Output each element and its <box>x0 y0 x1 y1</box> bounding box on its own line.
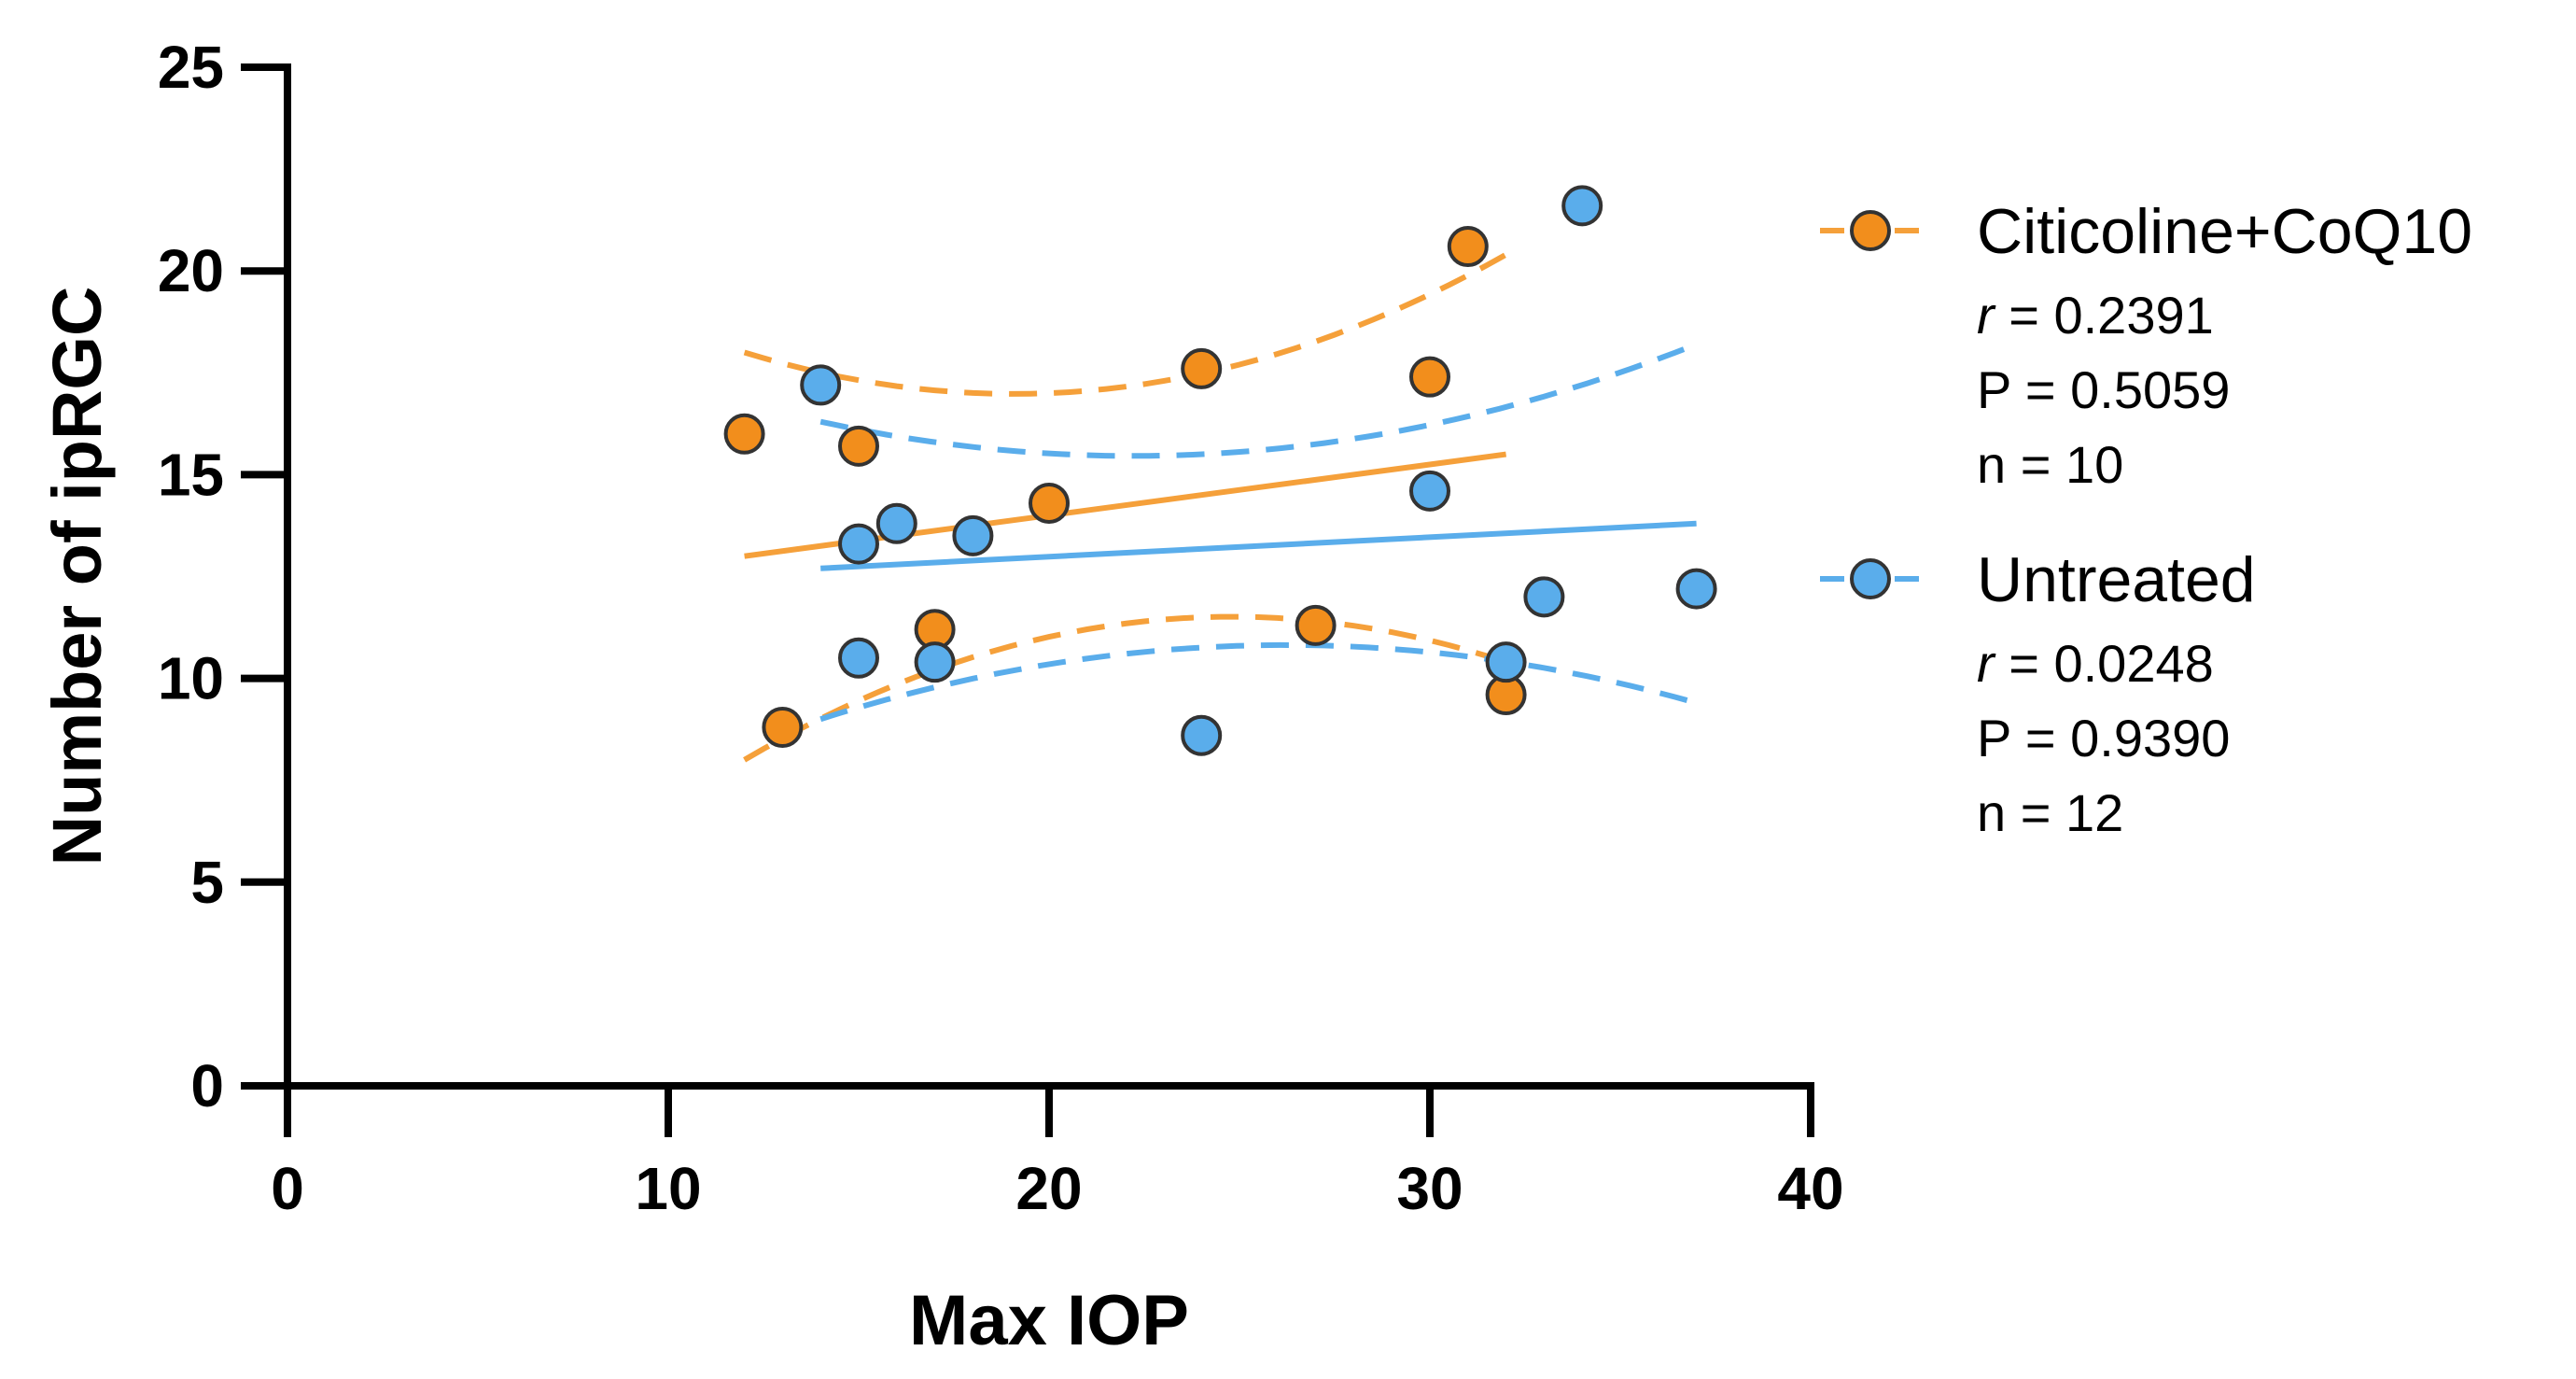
plot-area <box>723 185 1717 763</box>
data-point <box>914 641 956 683</box>
x-axis-title: Max IOP <box>909 1281 1189 1360</box>
series-citicoline-coq10 <box>743 252 1508 763</box>
legend-stat-r: r = 0.2391 <box>1977 286 2214 345</box>
y-tick-label: 25 <box>158 34 224 101</box>
data-point <box>1181 714 1223 756</box>
data-point <box>1409 356 1450 398</box>
legend-stat-n: n = 12 <box>1977 783 2123 842</box>
y-tick-label: 20 <box>158 237 224 304</box>
data-point <box>800 364 842 406</box>
data-point <box>952 514 994 556</box>
data-point <box>838 637 879 679</box>
x-tick-label: 0 <box>271 1155 304 1222</box>
data-point <box>1295 604 1337 646</box>
y-tick-label: 15 <box>158 441 224 508</box>
ci-upper-band <box>819 342 1698 459</box>
legend-stat-r-symbol: r <box>1977 286 1996 345</box>
data-point <box>838 425 879 467</box>
data-point <box>875 502 917 544</box>
regression-line <box>820 520 1697 571</box>
y-tick-label: 5 <box>190 849 224 916</box>
legend: Citicoline+CoQ10 r = 0.2391 P = 0.5059 n = … <box>1820 196 2472 842</box>
ci-lower-band <box>819 641 1698 723</box>
legend-entry-citicoline-coq10: Citicoline+CoQ10 r = 0.2391 P = 0.5059 n = … <box>1820 196 2472 494</box>
legend-stat-r-value: = 0.0248 <box>1995 634 2214 693</box>
legend-entry-untreated: Untreated r = 0.0248 P = 0.9390 n = 12 <box>1820 544 2256 842</box>
ticks: 0 10 20 30 40 0 5 10 15 20 25 <box>158 34 1844 1222</box>
x-tick-label: 40 <box>1777 1155 1843 1222</box>
legend-stat-p: P = 0.5059 <box>1977 360 2230 419</box>
y-axis-title: Number of ipRGC <box>38 287 116 866</box>
data-point <box>838 523 879 565</box>
x-tick-label: 20 <box>1015 1155 1082 1222</box>
y-tick-label: 0 <box>190 1052 224 1119</box>
legend-label: Citicoline+CoQ10 <box>1977 196 2472 267</box>
y-tick-label: 10 <box>158 645 224 712</box>
data-point <box>762 706 804 748</box>
legend-marker <box>1850 558 1891 599</box>
data-point <box>1561 185 1603 227</box>
ci-upper-band <box>743 252 1508 397</box>
data-point <box>1181 347 1223 389</box>
x-tick-label: 10 <box>635 1155 701 1222</box>
data-point <box>1523 576 1565 618</box>
legend-marker <box>1850 210 1891 251</box>
x-tick-label: 30 <box>1396 1155 1463 1222</box>
data-point <box>1029 482 1070 524</box>
data-point <box>1447 226 1489 268</box>
markers-citicoline-coq10 <box>723 226 1527 748</box>
legend-stat-r-symbol: r <box>1977 634 1996 693</box>
legend-stat-n: n = 10 <box>1977 435 2123 494</box>
data-point <box>723 413 765 455</box>
legend-stat-p: P = 0.9390 <box>1977 709 2230 767</box>
legend-label: Untreated <box>1977 544 2256 615</box>
data-point <box>1675 568 1717 610</box>
legend-stat-r-value: = 0.2391 <box>1995 286 2214 345</box>
legend-stat-r: r = 0.0248 <box>1977 634 2214 693</box>
series-untreated <box>819 342 1698 723</box>
data-point <box>1485 641 1527 683</box>
markers-untreated <box>800 185 1717 756</box>
data-point <box>1409 470 1450 512</box>
ci-lower-band <box>743 613 1507 763</box>
